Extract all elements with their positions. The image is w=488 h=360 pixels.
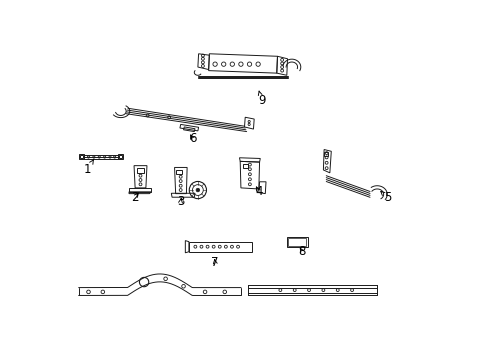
Bar xyxy=(242,163,248,168)
Text: 9: 9 xyxy=(258,91,265,107)
Text: 2: 2 xyxy=(131,191,139,204)
Bar xyxy=(286,237,307,247)
Bar xyxy=(137,168,143,173)
Bar xyxy=(176,170,182,174)
Text: 5: 5 xyxy=(380,192,391,204)
Bar xyxy=(287,238,305,246)
Text: 6: 6 xyxy=(188,132,196,145)
Bar xyxy=(324,152,328,156)
Text: 4: 4 xyxy=(255,185,262,198)
Circle shape xyxy=(196,188,199,192)
Text: 7: 7 xyxy=(211,256,219,269)
Text: 8: 8 xyxy=(298,244,305,257)
Text: 1: 1 xyxy=(83,160,93,176)
Text: 3: 3 xyxy=(177,195,184,208)
